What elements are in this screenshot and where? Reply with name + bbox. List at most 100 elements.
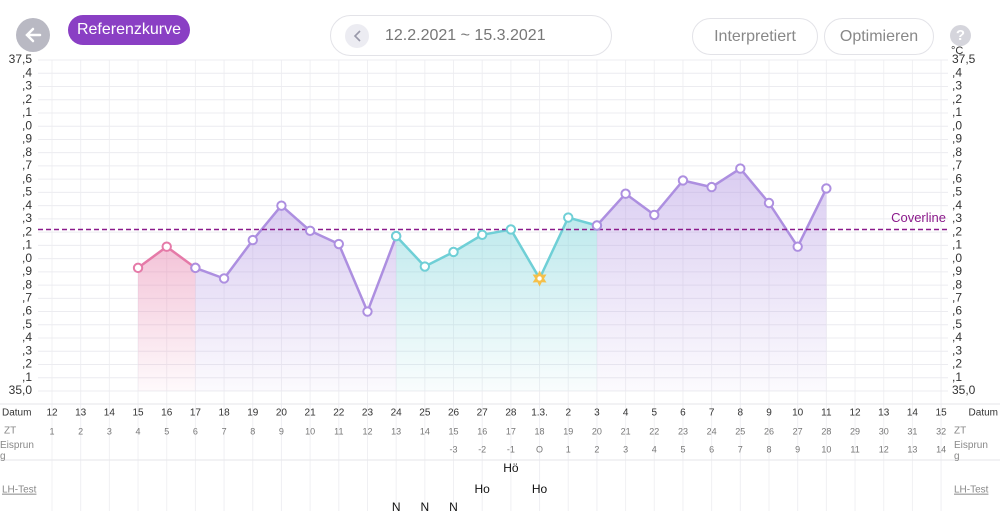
zt-label: 2 [78,426,83,436]
zt-label: 6 [193,426,198,436]
data-point [591,220,603,231]
y-tick-label-right: ,3 [952,211,962,225]
data-point [620,188,631,199]
y-tick-label: ,2 [22,357,32,371]
y-tick-label: 37,5 [9,52,33,66]
eisprung-value: -3 [450,444,458,454]
data-point [505,224,517,235]
zt-label: 29 [850,426,860,436]
y-tick-label: ,7 [22,290,32,304]
y-tick-label: ,1 [22,370,32,384]
date-label: 25 [419,408,431,419]
date-label: 15 [936,408,948,419]
date-label: 28 [505,408,517,419]
data-point [304,225,316,236]
date-label: 17 [190,408,202,419]
ovulation-marker-center [537,276,542,281]
zt-label: 11 [334,426,343,436]
back-button[interactable] [16,18,50,52]
y-tick-label-right: ,5 [952,317,962,331]
y-tick-label: 35,0 [9,383,33,397]
data-point [821,183,832,194]
row-label: Datum [969,408,998,419]
zt-label: 22 [649,426,659,436]
zt-label: 25 [735,426,745,436]
y-tick-label: ,3 [22,211,32,225]
data-point [218,273,230,284]
y-tick-label: ,7 [22,158,32,172]
y-tick-label-right: ,6 [952,304,962,318]
zt-label: 10 [305,426,315,436]
y-tick-label-right: ,1 [952,105,962,119]
eisprung-value: 5 [680,444,685,454]
data-point [649,209,660,221]
eisprung-label: Eisprung [954,440,988,462]
y-tick-label-right: ,9 [952,132,962,146]
back-icon [25,27,42,43]
y-tick-label-right: ,9 [952,264,962,278]
y-tick-label: ,9 [22,132,32,146]
coverline-label: Coverline [891,210,946,225]
data-point [161,241,172,252]
y-tick-label-right: ,4 [952,198,962,212]
y-tick-label: ,1 [22,105,32,119]
date-label: 12 [46,408,58,419]
zt-label: 31 [907,426,917,436]
date-label: 22 [333,408,345,419]
zt-label: 24 [707,426,717,436]
date-label: 18 [219,408,231,419]
zt-label: 21 [621,426,631,436]
zt-label: 8 [250,426,255,436]
title-pill[interactable]: Referenzkurve [68,15,190,45]
date-range-text: 12.2.2021 ~ 15.3.2021 [385,26,546,44]
row-label: ZT [4,426,16,437]
data-point [706,181,717,193]
y-tick-label-right: ,6 [952,171,962,185]
date-label: 1.3. [531,408,548,419]
series-line [395,216,598,280]
zt-label: 12 [362,426,372,436]
date-label: 13 [75,408,87,419]
zt-label: 15 [449,426,459,436]
data-point [190,262,201,274]
date-label: 10 [792,408,804,419]
y-tick-label-right: ,2 [952,357,962,371]
zt-label: 16 [477,426,487,436]
data-point [333,238,344,250]
data-point [132,262,144,274]
zt-label: 32 [936,426,946,436]
y-tick-label-right: ,0 [952,251,962,265]
lh-test-value: N [421,500,430,511]
y-tick-label-right: ,7 [952,158,962,172]
interpretiert-button[interactable]: Interpretiert [692,18,818,55]
data-point [247,234,258,246]
data-point [563,212,574,223]
zt-label: 5 [164,426,169,436]
lh-test-value: Ho [532,482,548,496]
date-label: 11 [821,408,832,419]
zt-label: 28 [821,426,831,436]
eisprung-value: 7 [738,444,743,454]
date-label: 24 [391,408,403,419]
data-point [477,229,488,240]
y-tick-label-right: ,3 [952,343,962,357]
zt-label: 1 [49,426,54,436]
eisprung-value: 1 [566,444,571,454]
y-tick-label-right: ,1 [952,238,962,252]
optimieren-button[interactable]: Optimieren [824,18,934,55]
zt-label: 19 [563,426,573,436]
y-tick-label: ,9 [22,264,32,278]
date-label: 26 [448,408,460,419]
zt-label: 3 [107,426,112,436]
date-label: 14 [907,408,919,419]
y-tick-label: ,4 [22,65,32,79]
help-button[interactable]: ? [950,25,971,46]
date-label: 7 [709,408,715,419]
data-point [763,197,775,209]
date-label: 27 [477,408,489,419]
data-point [419,261,431,272]
date-range[interactable]: 12.2.2021 ~ 15.3.2021 [330,15,612,56]
eisprung-value: 2 [594,444,599,454]
y-tick-label-right: ,0 [952,118,962,132]
date-label: 9 [766,408,772,419]
